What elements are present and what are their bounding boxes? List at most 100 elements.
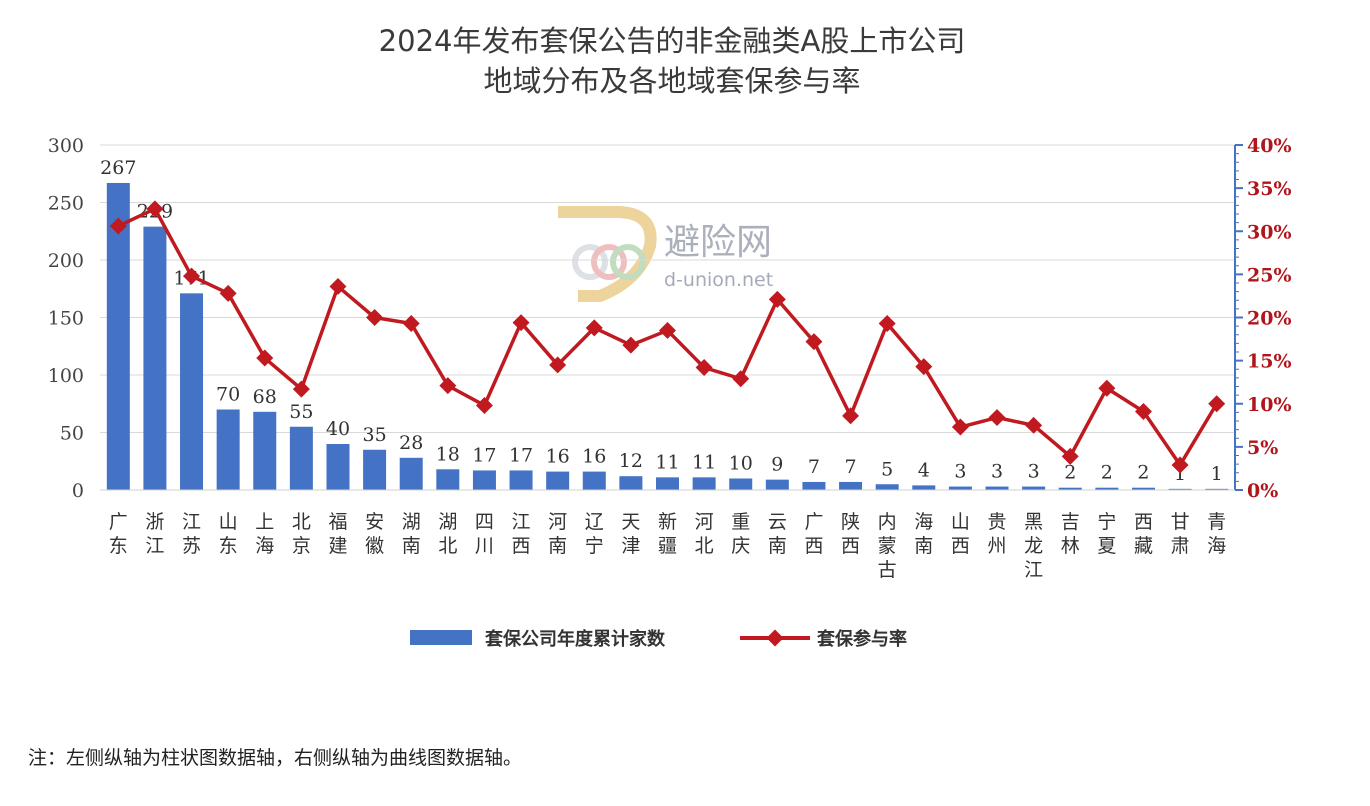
x-tick-label: 山东 [219, 511, 238, 557]
bar [1131, 487, 1155, 490]
x-tick-label: 西藏 [1134, 511, 1153, 557]
line-point [146, 200, 164, 218]
x-tick-label: 河南 [548, 511, 567, 557]
chart-title-line-2: 地域分布及各地域套保参与率 [483, 64, 860, 98]
bar [582, 471, 606, 490]
bar-data-label: 17 [472, 444, 496, 466]
bar-data-label: 11 [655, 451, 679, 473]
legend-bar-label: 套保公司年度累计家数 [485, 628, 666, 650]
y-right-tick-label: 15% [1247, 351, 1292, 373]
line-point [549, 356, 567, 374]
bar-data-label: 35 [363, 424, 387, 446]
x-tick-label: 天津 [621, 511, 640, 557]
line-point [732, 370, 750, 388]
line-point [842, 407, 860, 425]
bar [912, 485, 936, 490]
line-point [256, 349, 274, 367]
x-tick-label: 新疆 [658, 511, 677, 557]
bar [326, 444, 350, 490]
x-tick-label: 陕西 [841, 511, 860, 557]
line-point [109, 217, 127, 235]
line-point [512, 314, 530, 332]
x-tick-label: 江西 [512, 511, 531, 557]
x-tick-label: 福建 [328, 511, 347, 557]
y-left-tick-label: 50 [60, 423, 84, 445]
bar-data-label: 2 [1101, 462, 1113, 484]
y-left-tick-label: 200 [48, 250, 84, 272]
bar [289, 426, 313, 490]
line-point [219, 284, 237, 302]
bar-data-label: 28 [399, 432, 423, 454]
y-right-tick-label: 30% [1247, 221, 1292, 243]
bar-data-label: 3 [1028, 461, 1040, 483]
line-point [183, 267, 201, 285]
line-point [659, 321, 676, 339]
legend-line-label: 套保参与率 [817, 628, 907, 650]
bar [875, 484, 899, 490]
legend-line-marker [766, 629, 784, 647]
y-right-tick-label: 25% [1247, 264, 1292, 286]
y-left-tick-label: 0 [72, 480, 84, 502]
bar-data-label: 1 [1211, 463, 1223, 485]
bar [253, 411, 277, 490]
line-point [292, 380, 310, 398]
x-tick-label: 北京 [292, 511, 311, 557]
bar-data-label: 10 [729, 453, 753, 475]
bar-data-label: 16 [546, 446, 570, 468]
bar [180, 293, 204, 490]
y-left-tick-label: 300 [48, 135, 84, 157]
line-point [366, 309, 384, 326]
bar [399, 457, 423, 490]
y-right-tick-label: 10% [1247, 394, 1292, 416]
x-tick-label: 云南 [768, 511, 787, 557]
line-point [805, 333, 823, 351]
line-point [915, 358, 933, 376]
y-left-tick-label: 150 [48, 308, 84, 330]
bar-data-label: 16 [582, 446, 606, 468]
x-tick-label: 重庆 [731, 511, 750, 557]
bar [692, 477, 716, 490]
bar [216, 409, 240, 490]
plot-area: 0 50 100 150 200 250 300 0% 5% 10% 15% 20% 25% 30% 35%… [48, 135, 1292, 581]
x-tick-label: 四川 [475, 511, 494, 557]
bar [509, 470, 533, 490]
x-tick-label: 河北 [695, 511, 714, 557]
chart-title: 2024年发布套保公告的非金融类A股上市公司 地域分布及各地域套保参与率 [379, 24, 966, 98]
bar [1022, 486, 1046, 490]
watermark: 避险网 d-union.net [558, 206, 773, 302]
bar [1168, 488, 1192, 490]
footnote: 注：左侧纵轴为柱状图数据轴，右侧纵轴为曲线图数据轴。 [28, 747, 522, 769]
bar [1095, 487, 1119, 490]
chart-title-line-1: 2024年发布套保公告的非金融类A股上市公司 [379, 24, 966, 58]
bar [802, 481, 826, 490]
x-tick-label: 吉林 [1061, 511, 1080, 557]
y-right-tick-label: 40% [1247, 135, 1292, 157]
x-tick-label: 上海 [255, 511, 274, 557]
x-tick-label: 辽宁 [585, 511, 604, 557]
bar [985, 486, 1009, 490]
y-left-tick-label: 250 [48, 193, 84, 215]
bar-data-label: 40 [326, 418, 350, 440]
bar-data-label: 3 [991, 461, 1003, 483]
y-right-tick-label: 35% [1247, 178, 1292, 200]
line-point [329, 277, 347, 295]
x-tick-label: 山西 [951, 511, 970, 557]
x-tick-label: 湖南 [402, 511, 421, 557]
bar [436, 469, 460, 490]
bar-data-label: 7 [808, 456, 820, 478]
y-right-tick-label: 0% [1247, 480, 1278, 502]
watermark-brand: 避险网 [664, 222, 772, 263]
x-tick-label: 黑龙江 [1024, 511, 1043, 581]
line-point [585, 319, 603, 337]
bar-data-label: 9 [771, 454, 783, 476]
x-tick-label: 湖北 [438, 511, 457, 557]
y-left-tick-label: 100 [48, 365, 84, 387]
bar [765, 479, 789, 490]
bar [472, 470, 496, 490]
bar [143, 226, 167, 490]
x-tick-label: 内蒙古 [878, 511, 897, 581]
bar [619, 476, 643, 490]
y-right-tick-label: 20% [1247, 308, 1292, 330]
bar [729, 478, 753, 490]
